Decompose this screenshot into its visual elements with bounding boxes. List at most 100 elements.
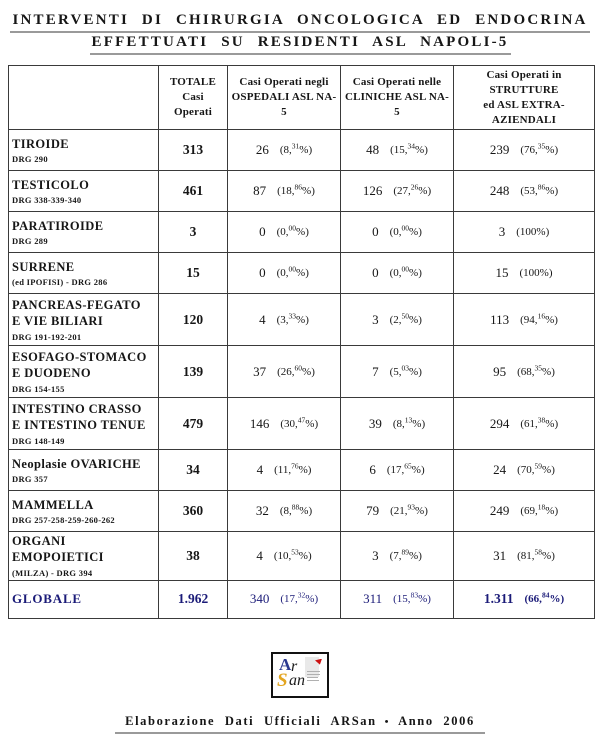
cases-cell: 311 (15,83%) (340, 579, 454, 619)
percentage-value: (17,32%) (280, 590, 319, 606)
pathology-name: PARATIROIDE (12, 218, 104, 233)
percentage-value: (70,59%) (517, 461, 555, 477)
pathology-label-cell: ESOFAGO-STOMACO E DUODENO DRG 154-155 (8, 345, 159, 399)
pathology-label-cell: MAMMELLA DRG 257-258-259-260-262 (8, 490, 159, 533)
campania-red-mark-icon (315, 658, 322, 665)
arsan-logo: A r S an (271, 651, 329, 698)
pathology-name: ESOFAGO-STOMACO E DUODENO (12, 350, 147, 380)
surgery-data-table: TOTALE Casi Operati Casi Operati negli O… (8, 64, 595, 619)
footer-caption-bullet: • (384, 715, 391, 728)
drg-code: DRG 148-149 (12, 435, 65, 446)
drg-code: DRG 257-258-259-260-262 (12, 515, 115, 526)
cases-count: 3 (372, 311, 379, 327)
pathology-label-cell: SURRENE (ed IPOFISI) - DRG 286 (8, 252, 159, 295)
cases-count: 249 (489, 503, 510, 519)
cases-cell: 3 (7,89%) (340, 531, 454, 581)
pathology-label-cell: TESTICOLO DRG 338-339-340 (8, 170, 159, 213)
cases-count: 146 (249, 415, 270, 431)
percentage-value: (53,86%) (520, 182, 559, 198)
drg-code: DRG 191-192-201 (12, 331, 82, 342)
percentage-value: (15,83%) (393, 590, 431, 606)
percentage-value: (17,65%) (386, 461, 425, 477)
pathology-label-cell: PARATIROIDE DRG 289 (8, 211, 159, 254)
percentage-value: (3,33%) (276, 311, 309, 326)
footer-caption: Elaborazione Dati Ufficiali ARSan • Anno 2… (115, 714, 485, 734)
title-line-1: INTERVENTI DI CHIRURGIA ONCOLOGICA ED EN… (10, 12, 590, 33)
total-cases-cell: 34 (158, 449, 228, 492)
pathology-label-cell: TIROIDE DRG 290 (8, 129, 159, 172)
cases-count: 0 (372, 265, 379, 281)
cases-cell: 31 (81,58%) (453, 531, 595, 581)
percentage-value: (0,00%) (389, 223, 422, 239)
cases-cell: 39 (8,13%) (340, 397, 454, 451)
region-map-icon (305, 656, 323, 683)
cases-count: 248 (489, 183, 510, 199)
cases-cell: 32 (8,88%) (227, 490, 341, 533)
percentage-value: (2,50%) (389, 311, 422, 326)
cases-count: 31 (493, 548, 507, 563)
cases-cell: 3 (2,50%) (340, 293, 454, 347)
pathology-name: TIROIDE (12, 136, 69, 151)
arsan-logo-letter-a: A (279, 654, 292, 674)
cases-count: 87 (253, 183, 267, 199)
cases-count: 6 (369, 462, 376, 478)
percentage-value: (61,38%) (520, 415, 559, 430)
drg-code: DRG 290 (12, 154, 48, 165)
pathology-name: ORGANI EMOPOIETICI (12, 534, 104, 564)
pathology-label-cell: ORGANI EMOPOIETICI (MILZA) - DRG 394 (8, 531, 159, 581)
percentage-value: (0,00%) (276, 264, 309, 280)
total-cases-cell: 38 (158, 531, 228, 581)
percentage-value: (5,03%) (389, 363, 422, 378)
cases-count: 24 (493, 462, 507, 478)
cases-cell: 87 (18,86%) (227, 170, 341, 213)
cases-count: 4 (259, 311, 266, 327)
cases-cell: 4 (3,33%) (227, 293, 341, 347)
table-row: PARATIROIDE DRG 289 3 0 (0,00%) 0 (0,00%) 3 (100… (8, 211, 595, 254)
drg-code: DRG 338-339-340 (12, 195, 82, 206)
cases-count: 15 (495, 265, 509, 281)
total-cases-cell: 120 (158, 293, 228, 347)
cases-count: 113 (490, 311, 510, 327)
percentage-value: (100%) (519, 267, 553, 280)
cases-count: 340 (249, 591, 270, 607)
cases-cell: 113 (94,16%) (453, 293, 595, 347)
total-cases-cell: 15 (158, 252, 228, 295)
table-row: ORGANI EMOPOIETICI (MILZA) - DRG 394 38 4 (1… (8, 531, 595, 581)
total-cases-cell: 461 (158, 170, 228, 213)
footer-caption-right: Anno 2006 (398, 713, 475, 728)
percentage-value: (26,60%) (277, 363, 315, 378)
cases-cell: 79 (21,93%) (340, 490, 454, 533)
cases-cell: 24 (70,59%) (453, 449, 595, 492)
header-strutture: Casi Operati in STRUTTURE ed ASL EXTRA-A… (453, 64, 595, 131)
percentage-value: (8,88%) (279, 502, 313, 518)
document-title: INTERVENTI DI CHIRURGIA ONCOLOGICA ED EN… (0, 0, 600, 55)
cases-cell: 48 (15,34%) (340, 129, 454, 172)
table-row: SURRENE (ed IPOFISI) - DRG 286 15 0 (0,00%) 0… (8, 252, 595, 295)
percentage-value: (10,53%) (273, 547, 312, 562)
header-empty (8, 64, 159, 131)
drg-code: (MILZA) - DRG 394 (12, 567, 93, 578)
global-label: GLOBALE (12, 591, 82, 606)
total-cases-cell: 3 (158, 211, 228, 254)
cases-count: 4 (256, 462, 264, 478)
cases-count: 4 (256, 548, 263, 563)
cases-cell: 0 (0,00%) (227, 252, 341, 295)
cases-count: 1.311 (483, 591, 514, 607)
cases-cell: 4 (10,53%) (227, 531, 341, 581)
pathology-label-cell: INTESTINO CRASSO E INTESTINO TENUE DRG 148… (8, 397, 159, 451)
arsan-logo-letter-s: S (277, 669, 288, 691)
cases-cell: 239 (76,35%) (453, 129, 595, 172)
arsan-logo-letter-r: r (291, 657, 298, 675)
percentage-value: (0,00%) (276, 223, 309, 239)
drg-code: (ed IPOFISI) - DRG 286 (12, 277, 108, 288)
cases-cell: 95 (68,35%) (453, 345, 595, 399)
cases-cell: 248 (53,86%) (453, 170, 595, 213)
pathology-name: INTESTINO CRASSO E INTESTINO TENUE (12, 402, 146, 432)
header-ospedali: Casi Operati negli OSPEDALI ASL NA-5 (227, 64, 341, 131)
percentage-value: (69,18%) (520, 502, 559, 518)
table-row: MAMMELLA DRG 257-258-259-260-262 360 32 (8,8… (8, 490, 595, 533)
cases-count: 3 (372, 548, 379, 563)
percentage-value: (68,35%) (517, 363, 555, 378)
footer: Elaborazione Dati Ufficiali ARSan • Anno 2… (0, 712, 600, 734)
